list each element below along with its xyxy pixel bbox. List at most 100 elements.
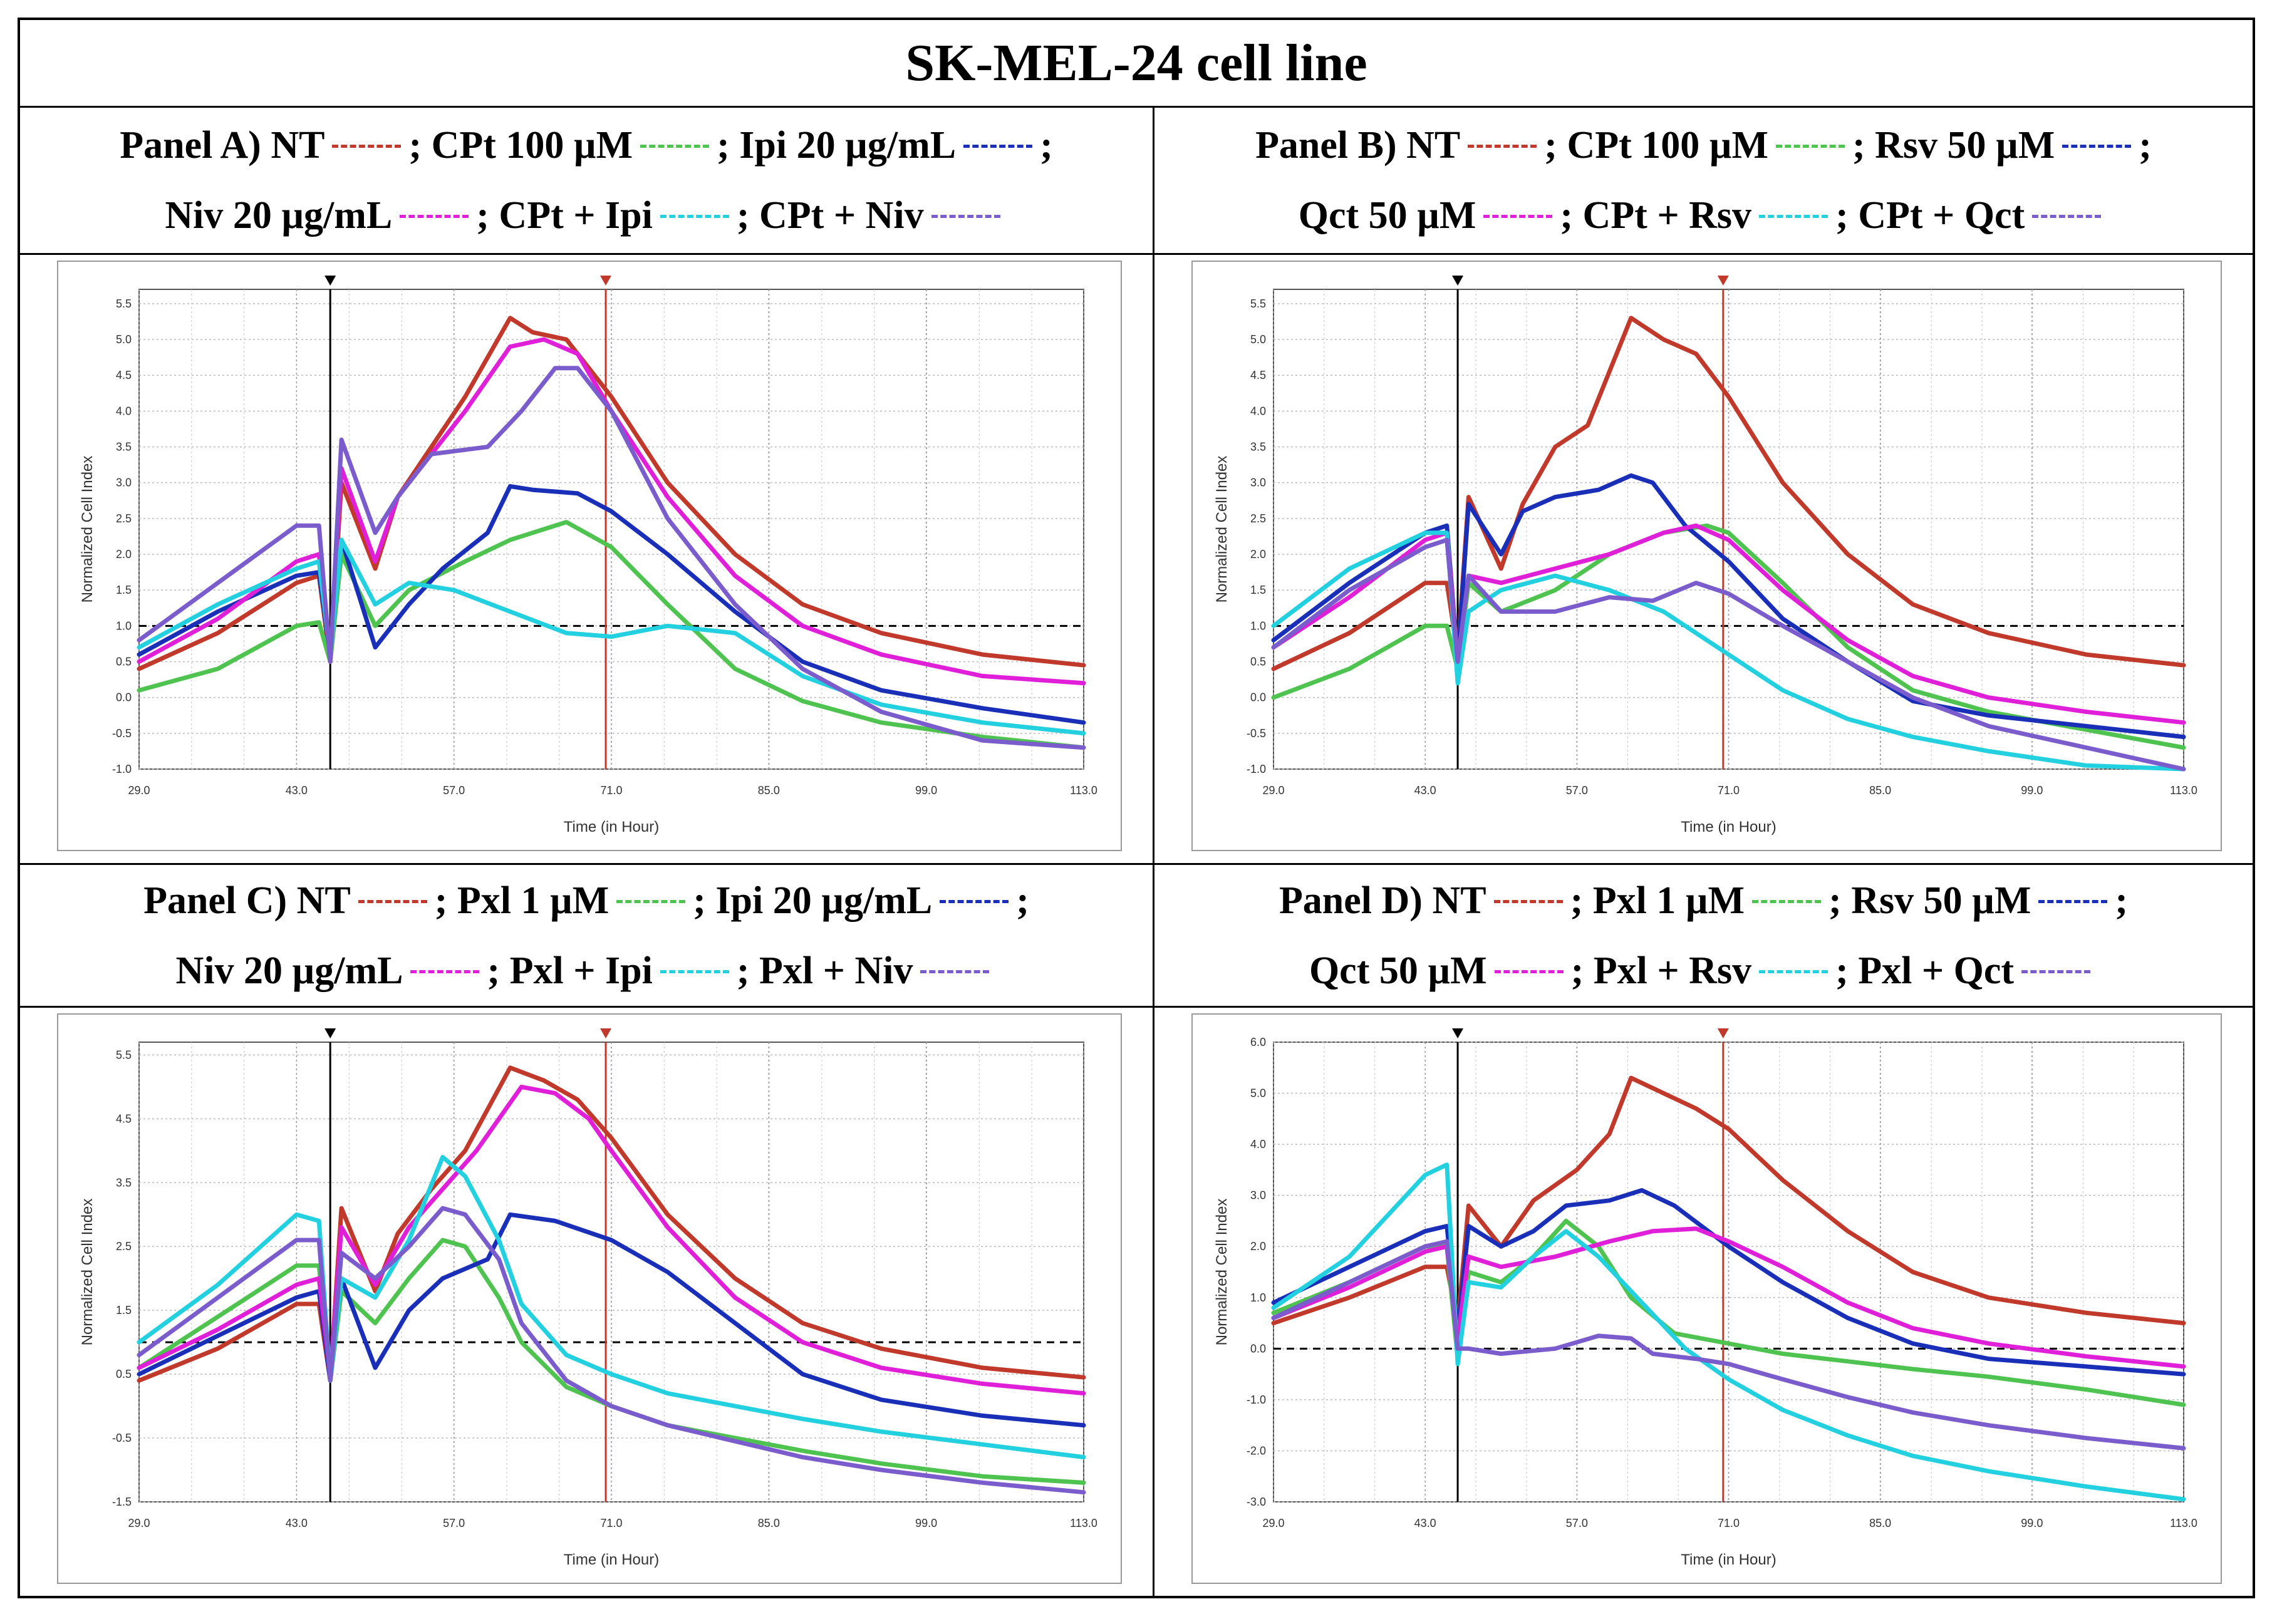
x-tick-label: 99.0	[915, 1517, 937, 1529]
y-tick-label: 0.0	[1250, 1342, 1266, 1355]
panel-a-legend: Panel A) NT ; CPt 100 µM ; Ipi 20 µg/mL; Ni…	[20, 108, 1153, 255]
y-tick-label: 3.5	[116, 441, 132, 453]
legend-label: ;	[2115, 879, 2129, 922]
legend-label: ; Pxl + Niv	[736, 949, 913, 992]
legend-label: ; CPt + Qct	[1835, 194, 2025, 237]
x-tick-label: 29.0	[128, 784, 150, 797]
y-tick-label: 4.5	[1250, 369, 1266, 381]
panel-c-legend: Panel C) NT ; Pxl 1 µM ; Ipi 20 µg/mL; Niv …	[20, 865, 1153, 1008]
y-tick-label: -1.5	[112, 1496, 132, 1508]
y-tick-label: 5.0	[116, 333, 132, 346]
legend-label: ; CPt + Ipi	[476, 194, 653, 237]
y-tick-label: -0.5	[112, 1432, 132, 1444]
y-tick-label: 6.0	[1250, 1036, 1266, 1048]
time-marker-arrow	[600, 1028, 612, 1038]
legend-label: ; Pxl + Ipi	[487, 949, 653, 992]
y-tick-label: 2.5	[116, 1240, 132, 1253]
y-tick-label: 1.5	[1250, 584, 1266, 596]
legend-label: Panel D) NT	[1279, 879, 1486, 922]
x-tick-label: 71.0	[1718, 784, 1740, 797]
y-tick-label: 3.0	[116, 477, 132, 489]
y-tick-label: 2.0	[1250, 1240, 1266, 1253]
legend-label: Niv 20 µg/mL	[165, 194, 393, 237]
y-tick-label: 1.0	[116, 619, 132, 632]
y-tick-label: 5.5	[1250, 297, 1266, 310]
legend-label: Qct 50 µM	[1309, 949, 1487, 992]
y-tick-label: 4.0	[1250, 1138, 1266, 1151]
legend-label: ; CPt + Rsv	[1560, 194, 1752, 237]
y-tick-label: 4.5	[116, 369, 132, 381]
time-marker-arrow	[1717, 276, 1729, 286]
y-tick-label: 5.5	[116, 1048, 132, 1061]
panel-b-chart: 5.5 5.0 4.5 4.0 3.5 3.0 2.5 2.0 1.5 1.0 0.5 0.0 -0.5…	[1154, 255, 2253, 865]
time-marker-arrow	[600, 276, 612, 286]
legend-label: ; Pxl 1 µM	[434, 879, 609, 922]
legend-label: Niv 20 µg/mL	[175, 949, 403, 992]
legend-label: Panel A) NT	[120, 124, 325, 167]
legend-line: Qct 50 µM ; CPt + Rsv ; CPt + Qct	[1299, 180, 2109, 251]
x-tick-label: 57.0	[443, 784, 465, 797]
legend-swatch	[920, 970, 990, 973]
legend-swatch	[1775, 145, 1845, 148]
series-line	[1271, 1239, 2186, 1451]
legend-swatch	[940, 899, 1009, 903]
series-line	[137, 537, 1086, 736]
chart-svg: 5.5 5.0 4.5 4.0 3.5 3.0 2.5 2.0 1.5 1.0 0.5 0.0 -0.5…	[57, 261, 1122, 851]
y-tick-label: 5.0	[1250, 1087, 1266, 1100]
time-marker-arrow	[324, 1028, 336, 1038]
y-tick-label: 3.0	[1250, 1189, 1266, 1202]
legend-line: Panel B) NT ; CPt 100 µM ; Rsv 50 µM;	[1255, 110, 2152, 180]
y-tick-label: 0.5	[1250, 656, 1266, 668]
column-divider	[1153, 108, 1154, 1596]
y-tick-label: 1.5	[116, 1304, 132, 1316]
y-tick-label: 2.5	[1250, 512, 1266, 525]
x-tick-label: 85.0	[758, 784, 780, 797]
series-line	[1271, 1162, 2186, 1502]
y-tick-label: 2.0	[116, 548, 132, 561]
legend-swatch	[616, 899, 686, 903]
legend-swatch	[660, 215, 729, 219]
series-line	[1271, 316, 2186, 671]
legend-label: Qct 50 µM	[1298, 194, 1476, 237]
y-tick-label: 0.5	[116, 1368, 132, 1380]
y-tick-label: 1.0	[1250, 1291, 1266, 1304]
x-tick-label: 85.0	[1869, 1517, 1891, 1529]
legend-label: ; Rsv 50 µM	[1852, 124, 2055, 167]
x-tick-label: 29.0	[1262, 784, 1284, 797]
legend-swatch	[332, 145, 402, 148]
legend-swatch	[1752, 899, 1822, 903]
x-tick-label: 99.0	[2021, 1517, 2043, 1529]
time-marker-arrow	[1452, 276, 1464, 286]
x-tick-label: 57.0	[443, 1517, 465, 1529]
y-axis-label: Normalized Cell Index	[1213, 456, 1230, 603]
legend-swatch	[963, 145, 1033, 148]
figure-title: SK-MEL-24 cell line	[20, 20, 2253, 108]
series-line	[1271, 537, 2186, 772]
time-marker-arrow	[1452, 1028, 1464, 1038]
legend-label: ; Ipi 20 µg/mL	[693, 879, 933, 922]
legend-label: ;	[1040, 124, 1053, 167]
y-tick-label: 0.0	[1250, 691, 1266, 704]
legend-label: ;	[1016, 879, 1029, 922]
chart-svg: 6.0 5.0 4.0 3.0 2.0 1.0 0.0 -1.0 -2.0 -3.0 29.0 43.…	[1191, 1013, 2222, 1584]
panel-a-chart: 5.5 5.0 4.5 4.0 3.5 3.0 2.5 2.0 1.5 1.0 0.5 0.0 -0.5…	[20, 255, 1153, 865]
chart-svg: 5.5 4.5 3.5 2.5 1.5 0.5 -0.5 -1.5 29.0 43.0 57.0 71…	[57, 1013, 1122, 1584]
legend-line: Panel D) NT ; Pxl 1 µM ; Rsv 50 µM;	[1279, 866, 2128, 936]
x-tick-label: 113.0	[2170, 784, 2197, 797]
legend-swatch	[2062, 145, 2132, 148]
y-tick-label: 2.5	[116, 512, 132, 525]
y-tick-label: 3.0	[1250, 477, 1266, 489]
y-tick-label: -1.0	[1247, 1394, 1266, 1406]
y-tick-label: 1.5	[116, 584, 132, 596]
legend-line: Panel A) NT ; CPt 100 µM ; Ipi 20 µg/mL;	[120, 110, 1053, 180]
legend-label: ; Pxl + Rsv	[1570, 949, 1752, 992]
legend-swatch	[1493, 899, 1563, 903]
series-line	[137, 1084, 1086, 1396]
legend-swatch	[1494, 970, 1564, 973]
legend-label: ; CPt 100 µM	[1544, 124, 1768, 167]
legend-swatch	[1759, 970, 1828, 973]
legend-label: Panel B) NT	[1255, 124, 1461, 167]
y-tick-label: -0.5	[1247, 727, 1266, 740]
legend-swatch	[410, 970, 480, 973]
y-axis-label: Normalized Cell Index	[1213, 1199, 1230, 1346]
